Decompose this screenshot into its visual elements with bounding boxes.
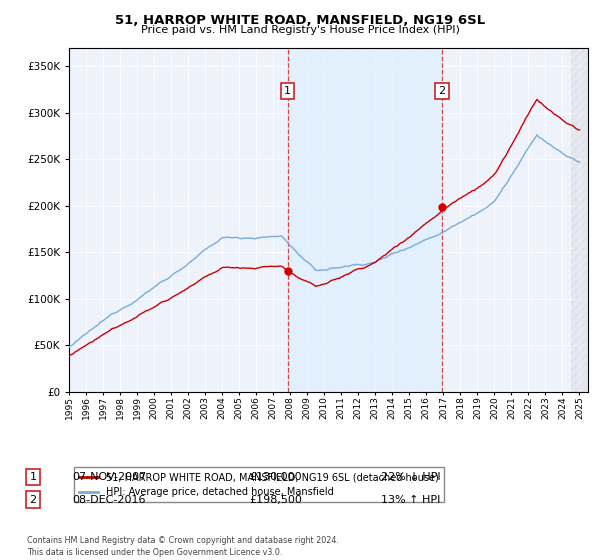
- Text: 1: 1: [284, 86, 291, 96]
- Text: 51, HARROP WHITE ROAD, MANSFIELD, NG19 6SL: 51, HARROP WHITE ROAD, MANSFIELD, NG19 6…: [115, 14, 485, 27]
- Text: 13% ↑ HPI: 13% ↑ HPI: [381, 494, 440, 505]
- Text: 2: 2: [439, 86, 446, 96]
- Bar: [571, 48, 588, 392]
- Text: 1: 1: [29, 472, 37, 482]
- Text: 07-NOV-2007: 07-NOV-2007: [72, 472, 146, 482]
- Text: £130,000: £130,000: [249, 472, 302, 482]
- Legend: 51, HARROP WHITE ROAD, MANSFIELD, NG19 6SL (detached house), HPI: Average price,: 51, HARROP WHITE ROAD, MANSFIELD, NG19 6…: [74, 468, 443, 502]
- Text: 2: 2: [29, 494, 37, 505]
- Text: 08-DEC-2016: 08-DEC-2016: [72, 494, 146, 505]
- Bar: [287, 48, 442, 392]
- Text: £198,500: £198,500: [249, 494, 302, 505]
- Text: Price paid vs. HM Land Registry's House Price Index (HPI): Price paid vs. HM Land Registry's House …: [140, 25, 460, 35]
- Text: 22% ↓ HPI: 22% ↓ HPI: [381, 472, 440, 482]
- Text: Contains HM Land Registry data © Crown copyright and database right 2024.
This d: Contains HM Land Registry data © Crown c…: [27, 536, 339, 557]
